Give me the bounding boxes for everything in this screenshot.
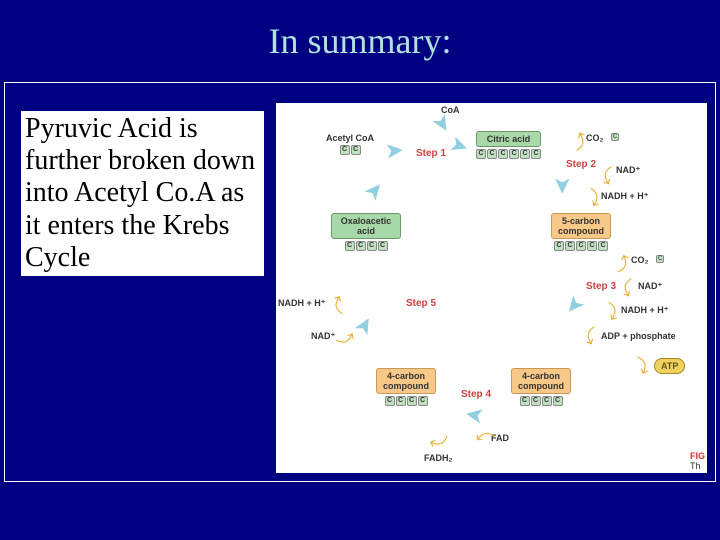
- node-4-carbon-a: 4-carbon compound CCCC: [376, 368, 436, 406]
- label-step-1: Step 1: [416, 148, 446, 159]
- node-oxaloacetic: Oxaloacetic acid CCCC: [331, 213, 401, 251]
- krebs-cycle-diagram: CoA ➤ Acetyl CoA CC Step 1 ➤ Citric acid…: [276, 103, 707, 473]
- figure-tag-sub: Th: [690, 461, 705, 471]
- label-citric-acid: Citric acid: [476, 131, 541, 147]
- arrow-co2-top: ⤴: [566, 126, 592, 155]
- label-step-5: Step 5: [406, 298, 436, 309]
- label-step-2: Step 2: [566, 159, 596, 170]
- arrow-acetyl-in: ➤: [385, 137, 404, 163]
- carbon-co2-top: C: [611, 133, 619, 141]
- figure-tag: FIG Th: [688, 449, 707, 473]
- arrow-co2-r: ⤴: [610, 248, 633, 276]
- node-5-carbon: 5-carbon compound CCCCC: [551, 213, 611, 251]
- label-nad-top: NAD⁺: [616, 165, 640, 176]
- label-fadh2: FADH₂: [424, 453, 453, 463]
- arrow-nadh-top: ⤵: [581, 183, 607, 212]
- summary-panel: Pyruvic Acid is further broken down into…: [13, 103, 268, 481]
- arrow-nadh-l: ⤵: [326, 291, 352, 320]
- label-nadh-r: NADH + H⁺: [621, 305, 669, 316]
- carbon-co2-r: C: [656, 255, 664, 263]
- content-frame: Pyruvic Acid is further broken down into…: [4, 82, 716, 482]
- summary-text: Pyruvic Acid is further broken down into…: [21, 111, 264, 276]
- cycle-arrow-1: ➤: [447, 131, 471, 160]
- page-title: In summary:: [0, 0, 720, 72]
- figure-tag-label: FIG: [690, 451, 705, 461]
- label-atp: ATP: [654, 358, 685, 374]
- label-co2-r: CO₂: [631, 255, 649, 265]
- label-oxaloacetic: Oxaloacetic acid: [331, 213, 401, 239]
- arrow-adp: ⤴: [579, 323, 605, 352]
- label-nad-l: NAD⁺: [311, 331, 335, 342]
- cycle-arrow-2: ➤: [550, 177, 575, 194]
- label-step-4: Step 4: [461, 389, 491, 400]
- node-citric-acid: Citric acid CCCCCC: [476, 131, 541, 159]
- label-5-carbon: 5-carbon compound: [551, 213, 611, 239]
- label-step-3: Step 3: [586, 281, 616, 292]
- arrow-nadh-r: ⤵: [599, 297, 625, 326]
- label-nadh-top: NADH + H⁺: [601, 191, 649, 202]
- cycle-arrow-6: ➤: [359, 176, 389, 205]
- node-4-carbon-b: 4-carbon compound CCCC: [511, 368, 571, 406]
- arrow-fadh2: ⤵: [425, 429, 453, 452]
- label-4-carbon-b: 4-carbon compound: [511, 368, 571, 394]
- label-acetyl-coa: Acetyl CoA: [326, 133, 374, 143]
- cycle-arrow-4: ➤: [464, 402, 485, 430]
- label-nadh-l: NADH + H⁺: [278, 298, 326, 309]
- cycle-arrow-3: ➤: [559, 291, 589, 320]
- arrow-atp: ⤵: [630, 351, 653, 379]
- label-nad-r: NAD⁺: [638, 281, 662, 292]
- label-adp: ADP + phosphate: [601, 331, 676, 341]
- label-4-carbon-a: 4-carbon compound: [376, 368, 436, 394]
- arrow-nad-r: ⤴: [616, 275, 642, 304]
- node-acetyl-coa: Acetyl CoA CC: [326, 133, 374, 155]
